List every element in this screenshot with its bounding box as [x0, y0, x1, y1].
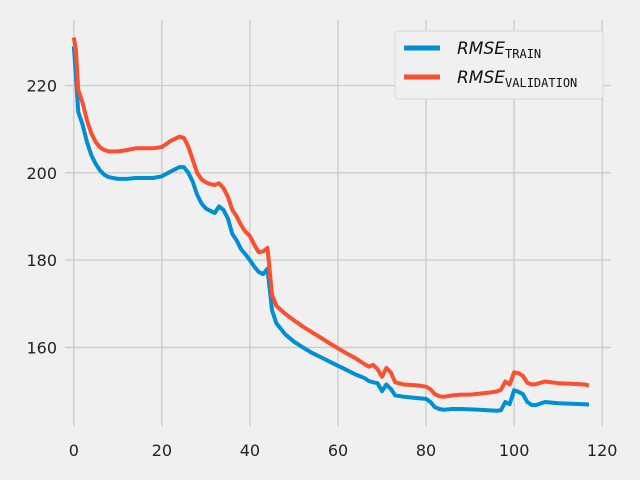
series-line-validation: [71, 37, 590, 399]
legend-label-sub: TRAIN: [505, 47, 541, 61]
legend-label-main: RMSE: [457, 39, 505, 59]
tick-labels: 0 20 40 60 80 100 120 160 180 200 220: [26, 76, 617, 460]
x-tick-label: 20: [152, 441, 172, 460]
legend-box: [394, 30, 604, 100]
y-tick-label: 180: [26, 251, 57, 270]
x-tick-label: 0: [69, 441, 79, 460]
series-layer: [71, 37, 590, 413]
legend-label-validation: RMSEVALIDATION: [457, 68, 577, 90]
x-tick-label: 60: [328, 441, 348, 460]
y-tick-label: 200: [26, 164, 57, 183]
y-tick-label: 160: [26, 338, 57, 357]
x-tick-label: 120: [587, 441, 618, 460]
legend-label-main: RMSE: [457, 68, 505, 88]
x-tick-label: 40: [240, 441, 260, 460]
legend-label-train: RMSETRAIN: [457, 39, 541, 61]
x-tick-label: 80: [416, 441, 436, 460]
y-tick-label: 220: [26, 76, 57, 95]
legend-label-sub: VALIDATION: [505, 76, 577, 90]
x-tick-label: 100: [499, 441, 530, 460]
series-line-train: [71, 46, 590, 413]
